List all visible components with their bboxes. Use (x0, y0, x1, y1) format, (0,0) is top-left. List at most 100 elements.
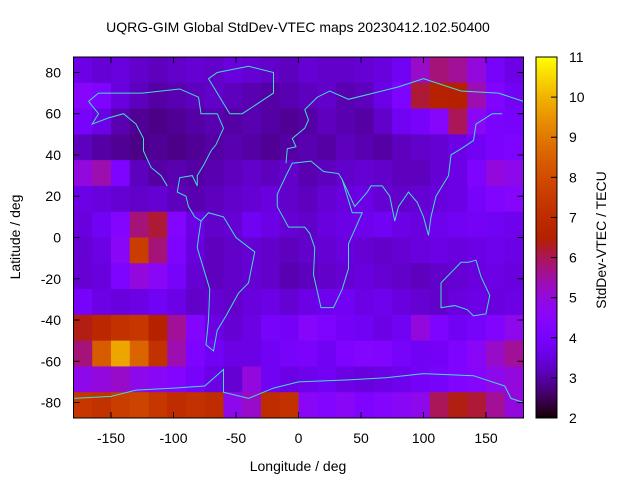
heatmap-cell (411, 392, 431, 419)
heatmap-cell (261, 134, 281, 161)
heatmap-cell (317, 160, 337, 187)
heatmap-cell (298, 211, 318, 238)
heatmap-cell (429, 57, 449, 84)
colorbar-segment (536, 333, 557, 338)
heatmap-cell (373, 289, 393, 316)
heatmap-cell (186, 392, 206, 419)
heatmap-cell (373, 134, 393, 161)
heatmap-cell (167, 366, 187, 393)
heatmap-cell (204, 263, 224, 290)
colorbar-segment (536, 276, 557, 281)
heatmap-cell (111, 211, 131, 238)
colorbar-segment (536, 252, 557, 257)
heatmap-cell (242, 392, 262, 419)
colorbar-segment (536, 288, 557, 293)
heatmap-cell (373, 211, 393, 238)
heatmap-cell (486, 108, 506, 135)
heatmap-cell (73, 366, 93, 393)
colorbar-segment (536, 405, 557, 410)
heatmap-cell (92, 160, 112, 187)
heatmap-cell (504, 211, 524, 238)
colorbar-segment (536, 312, 557, 317)
heatmap-cell (204, 160, 224, 187)
heatmap-cell (129, 134, 149, 161)
colorbar-segment (536, 336, 557, 341)
heatmap-cell (411, 82, 431, 110)
heatmap-cell (204, 366, 224, 393)
heatmap-cell (467, 289, 487, 316)
heatmap-cell (242, 289, 262, 316)
heatmap-cell (279, 237, 299, 264)
coastline (88, 101, 168, 187)
colorbar-segment (536, 363, 557, 368)
chart-title: UQRG-GIM Global StdDev-VTEC maps 2023041… (106, 19, 490, 35)
heatmap-cell (429, 134, 449, 161)
heatmap-cell (504, 263, 524, 290)
colorbar-segment (536, 243, 557, 248)
heatmap-cell (336, 392, 356, 419)
heatmap-cell (298, 392, 318, 419)
colorbar-segment (536, 72, 557, 76)
heatmap-cell (279, 134, 299, 161)
heatmap-cell (354, 57, 374, 84)
heatmap-cell (129, 160, 149, 187)
colorbar-segment (536, 225, 557, 229)
heatmap-cell (279, 340, 299, 367)
heatmap-cell (242, 82, 262, 110)
colorbar-segment (536, 237, 557, 242)
heatmap-cell (467, 340, 487, 367)
heatmap-cell (148, 340, 168, 367)
heatmap-cell (317, 57, 337, 84)
heatmap-cell (223, 237, 243, 264)
colorbar-segment (536, 159, 557, 163)
heatmap-cell (411, 160, 431, 187)
heatmap-cell (411, 108, 431, 135)
colorbar-segment (536, 369, 557, 374)
heatmap-cell (129, 340, 149, 367)
heatmap-cell (392, 340, 412, 367)
heatmap-cell (317, 134, 337, 161)
colorbar-tick-label: 2 (569, 410, 577, 426)
heatmap-cell (411, 237, 431, 264)
heatmap-cell (242, 237, 262, 264)
heatmap-cell (111, 185, 131, 213)
heatmap-cell (504, 392, 524, 419)
heatmap-cell (317, 211, 337, 238)
coastline (285, 78, 524, 164)
colorbar-segment (536, 306, 557, 311)
colorbar-segment (536, 264, 557, 269)
heatmap-cell (336, 160, 356, 187)
heatmap-cell (167, 263, 187, 290)
heatmap-cell (204, 108, 224, 135)
heatmap-cell (223, 314, 243, 342)
heatmap-cell (111, 160, 131, 187)
heatmap-cell (392, 366, 412, 393)
colorbar-segment (536, 324, 557, 329)
heatmap-cell (429, 263, 449, 290)
colorbar-tick-label: 11 (569, 49, 584, 65)
heatmap-cell (504, 340, 524, 367)
heatmap-cell (392, 57, 412, 84)
heatmap-cell (204, 289, 224, 316)
colorbar-segment (536, 114, 557, 118)
heatmap-cell (336, 289, 356, 316)
colorbar-segment (536, 267, 557, 272)
colorbar (536, 57, 557, 419)
heatmap-cell (73, 134, 93, 161)
heatmap-cell (261, 160, 281, 187)
heatmap-cell (261, 289, 281, 316)
heatmap-cells (73, 57, 524, 419)
y-tick-label: -40 (41, 312, 61, 328)
coastline (276, 160, 364, 309)
heatmap-cell (298, 263, 318, 290)
heatmap-cell (354, 314, 374, 342)
heatmap-cell (223, 57, 243, 84)
heatmap-cell (242, 185, 262, 213)
heatmap-cell (242, 263, 262, 290)
heatmap-cell (92, 366, 112, 393)
heatmap-cell (279, 289, 299, 316)
heatmap-cell (186, 237, 206, 264)
colorbar-segment (536, 348, 557, 353)
x-axis-label: Longitude / deg (250, 458, 347, 474)
